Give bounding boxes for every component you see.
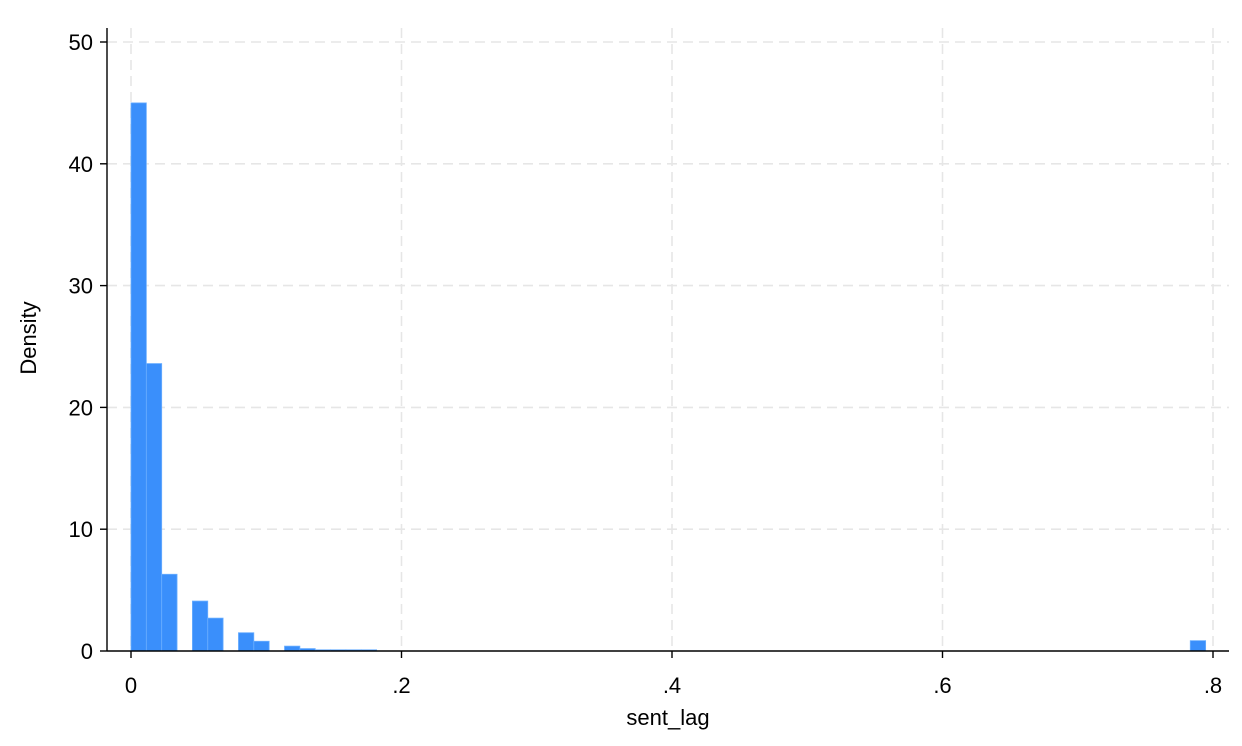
x-tick-label: .2: [392, 673, 410, 698]
gridlines: [107, 28, 1229, 651]
y-axis-title: Density: [16, 301, 41, 374]
y-tick-label: 0: [81, 639, 93, 664]
histogram-bars: [130, 102, 1207, 652]
x-axis-ticks: 0 .2 .4 .6 .8: [125, 651, 1222, 698]
histogram-bar: [207, 617, 224, 652]
x-axis-title: sent_lag: [626, 705, 709, 730]
y-tick-label: 50: [69, 30, 93, 55]
y-tick-label: 40: [69, 152, 93, 177]
histogram-bar: [192, 600, 209, 652]
y-tick-label: 30: [69, 274, 93, 299]
y-tick-label: 20: [69, 395, 93, 420]
histogram-bar: [161, 573, 178, 652]
x-tick-label: .8: [1204, 673, 1222, 698]
x-tick-label: .6: [933, 673, 951, 698]
histogram-bar: [130, 102, 147, 652]
axes: [106, 28, 1229, 652]
histogram-bar: [1189, 640, 1207, 652]
histogram-bar: [145, 363, 163, 652]
histogram-bar: [284, 645, 301, 652]
y-axis-ticks: 0 10 20 30 40 50: [69, 30, 107, 664]
y-tick-label: 10: [69, 517, 93, 542]
x-tick-label: 0: [125, 673, 137, 698]
histogram-bar: [238, 632, 255, 652]
histogram-bar: [253, 640, 270, 652]
x-tick-label: .4: [663, 673, 681, 698]
